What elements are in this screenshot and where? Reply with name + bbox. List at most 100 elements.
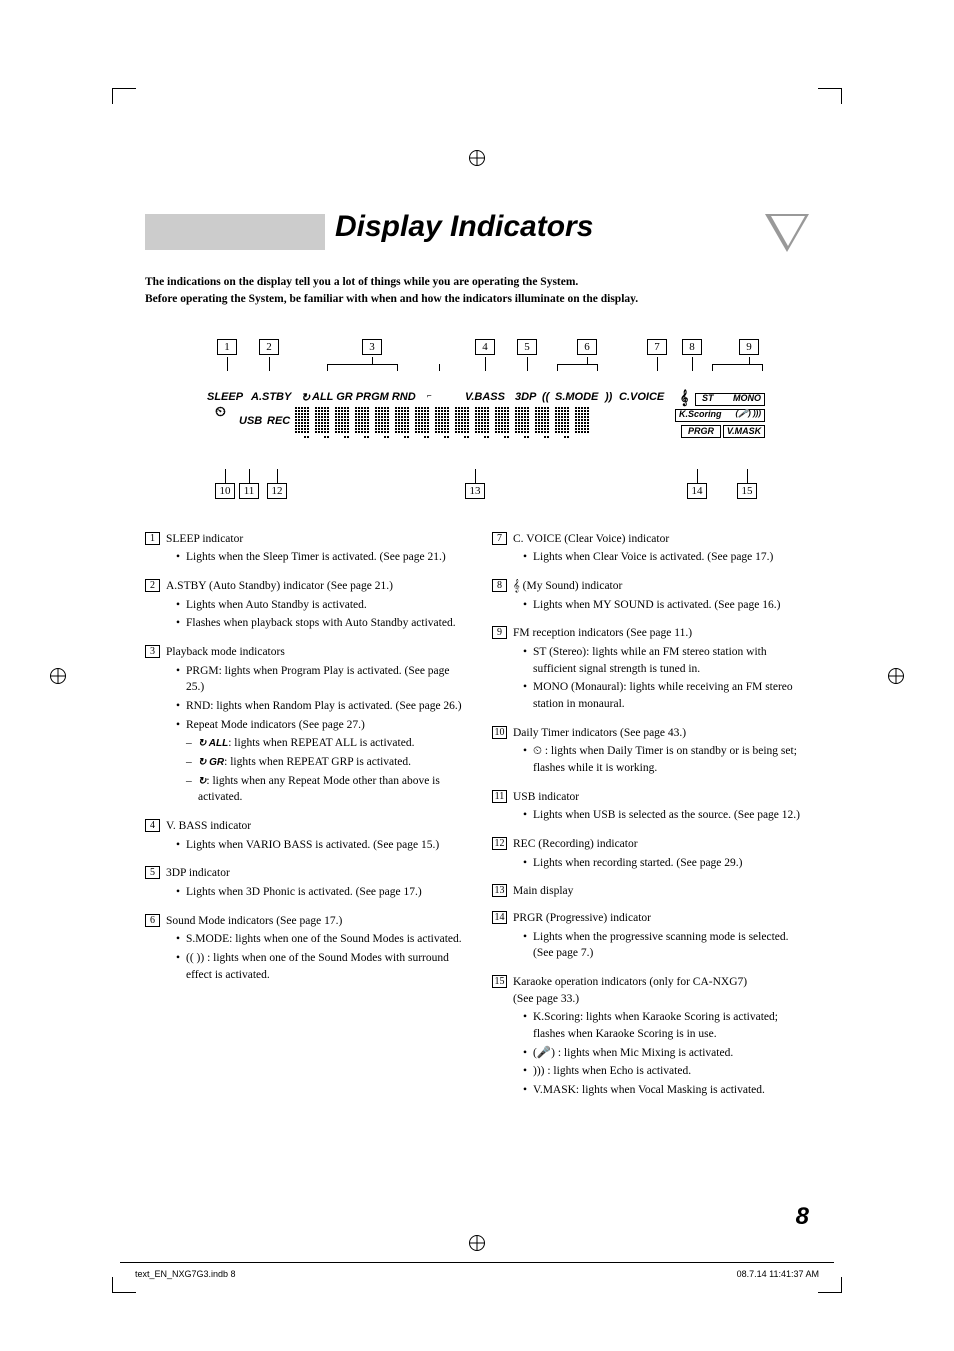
bullet-item: Lights when Clear Voice is activated. (S… [523,549,809,566]
title-bar: Display Indicators [145,210,809,254]
callout-box: 2 [259,339,279,355]
item-number: 10 [492,726,507,739]
indicator-item: 12 REC (Recording) indicator Lights when r… [492,836,809,873]
prgr-box: PRGR [681,425,721,438]
callout-box: 3 [362,339,382,355]
item-number: 13 [492,884,507,897]
timer-icon: ⏲ [215,403,226,420]
item-number: 15 [492,975,507,988]
bullet-item: Repeat Mode indicators (See page 27.) [176,717,462,734]
intro-line2: Before operating the System, be familiar… [145,293,638,305]
surround-icon: (( [542,391,549,403]
label-usb: USB [239,415,262,427]
fm-box: ST MONO [695,393,765,406]
bullet-list: Lights when recording started. (See page… [513,855,809,872]
title-accent [145,214,325,250]
page-title: Display Indicators [335,210,593,244]
label-3dp: 3DP [515,391,536,403]
callout-box: 9 [739,339,759,355]
item-title: Daily Timer indicators (See page 43.) [513,725,809,742]
display-panel: SLEEP A.STBY ↻ ALL GR PRGM RND ⌐ V.BASS … [187,389,767,451]
mic-icon: (🎤) ))) [735,409,761,418]
item-title: REC (Recording) indicator [513,836,809,853]
bullet-list: ⏲ : lights when Daily Timer is on standb… [513,743,809,776]
item-number: 1 [145,532,160,545]
label-smode: S.MODE [555,391,598,403]
label-cvoice: C.VOICE [619,391,664,403]
bullet-item: Lights when MY SOUND is activated. (See … [523,597,809,614]
bullet-list: Lights when USB is selected as the sourc… [513,807,809,824]
bullet-item: K.Scoring: lights when Karaoke Scoring i… [523,1009,809,1042]
item-number: 6 [145,914,160,927]
bullet-item: Lights when the Sleep Timer is activated… [176,549,462,566]
indicator-item: 4V. BASS indicatorLights when VARIO BASS… [145,818,462,855]
item-title: C. VOICE (Clear Voice) indicator [513,531,809,548]
callout-box: 12 [267,483,287,499]
bullet-item: S.MODE: lights when one of the Sound Mod… [176,931,462,948]
crop-mark-icon [112,1277,136,1293]
item-number: 3 [145,645,160,658]
callout-box: 13 [465,483,485,499]
item-title: V. BASS indicator [166,818,462,835]
callout-box: 10 [215,483,235,499]
bullet-list: Lights when the Sleep Timer is activated… [166,549,462,566]
label-kscoring: K.Scoring [679,409,722,419]
bullet-list: Lights when Clear Voice is activated. (S… [513,549,809,566]
item-title: A.STBY (Auto Standby) indicator (See pag… [166,578,462,595]
bullet-list: Lights when 3D Phonic is activated. (See… [166,884,462,901]
vmask-box: V.MASK [723,425,765,438]
indicator-item: 3 Playback mode indicators PRGM: lights wh… [145,644,462,808]
crop-mark-icon [818,1277,842,1293]
item-number: 2 [145,579,160,592]
footer-rule [120,1262,834,1263]
bullet-item: ST (Stereo): lights while an FM stereo s… [523,644,809,677]
segment-display [295,407,589,438]
item-pretext: (See page 33.) [513,991,809,1008]
surround-icon: )) [605,391,612,403]
bullet-item: Lights when recording started. (See page… [523,855,809,872]
item-title: Sound Mode indicators (See page 17.) [166,913,462,930]
bullet-list: Lights when Auto Standby is activated.Fl… [166,597,462,632]
bullet-item: Lights when VARIO BASS is activated. (Se… [176,837,462,854]
bullet-item: Lights when 3D Phonic is activated. (See… [176,884,462,901]
bullet-item: Lights when the progressive scanning mod… [523,929,809,962]
page-number: 8 [796,1203,809,1231]
bullet-list: ST (Stereo): lights while an FM stereo s… [513,644,809,713]
callout-box: 7 [647,339,667,355]
bullet-item: Flashes when playback stops with Auto St… [176,615,462,632]
footer-left: text_EN_NXG7G3.indb 8 [135,1269,236,1279]
mysound-icon: 𝄞 [680,389,688,406]
indicator-item: 7 C. VOICE (Clear Voice) indicatorLights … [492,531,809,568]
label-mono: MONO [733,393,761,403]
bullet-item: RND: lights when Random Play is activate… [176,698,462,715]
callout-box: 6 [577,339,597,355]
bullet-item: MONO (Monaural): lights while receiving … [523,679,809,712]
item-number: 5 [145,866,160,879]
registration-mark-icon [469,1235,485,1251]
item-number: 9 [492,626,507,639]
display-diagram: 1 2 3 4 5 6 7 8 9 [187,339,767,501]
label-astby: A.STBY [251,391,291,403]
item-title: 3DP indicator [166,865,462,882]
triangle-inner-icon [771,216,805,246]
item-number: 7 [492,532,507,545]
bullet-item: Lights when USB is selected as the sourc… [523,807,809,824]
indicator-item: 10 Daily Timer indicators (See page 43.)⏲… [492,725,809,779]
indicator-item: 15Karaoke operation indicators (only for… [492,974,809,1101]
kscoring-box: K.Scoring (🎤) ))) [675,409,765,422]
bullet-list: S.MODE: lights when one of the Sound Mod… [166,931,462,983]
callout-box: 5 [517,339,537,355]
label-allgr: ALL GR PRGM RND [312,391,416,403]
item-number: 12 [492,837,507,850]
item-title: Playback mode indicators [166,644,462,661]
item-number: 14 [492,911,507,924]
label-st: ST [702,393,714,403]
sub-item: ↻ GR : lights when REPEAT GRP is activat… [186,754,462,771]
label-rec: REC [267,415,290,427]
repeat-icon: ↻ [301,391,310,404]
item-title: FM reception indicators (See page 11.) [513,625,809,642]
indicator-item: 11USB indicatorLights when USB is select… [492,789,809,826]
label-vmask: V.MASK [727,426,761,436]
bullet-item: PRGM: lights when Program Play is activa… [176,663,462,696]
bullet-list: PRGM: lights when Program Play is activa… [166,663,462,734]
